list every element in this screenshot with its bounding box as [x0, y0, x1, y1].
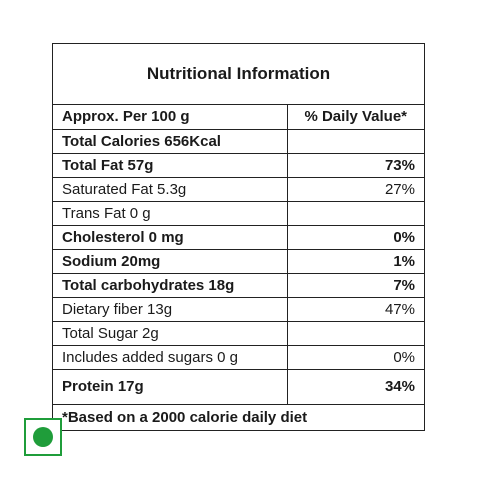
table-row: Total Fat 57g 73%	[53, 153, 424, 178]
row-label: Saturated Fat 5.3g	[53, 177, 288, 202]
row-value: 0%	[287, 345, 424, 370]
table-header-row: Approx. Per 100 g % Daily Value*	[53, 105, 424, 130]
row-label: Total Fat 57g	[53, 153, 288, 178]
table-row: Cholesterol 0 mg 0%	[53, 225, 424, 250]
table-row: Saturated Fat 5.3g 27%	[53, 177, 424, 202]
row-value: 7%	[287, 273, 424, 298]
nutrition-table: Approx. Per 100 g % Daily Value* Total C…	[53, 105, 424, 405]
table-row: Protein 17g 34%	[53, 369, 424, 405]
row-value: 27%	[287, 177, 424, 202]
row-label: Includes added sugars 0 g	[53, 345, 288, 370]
row-label: Trans Fat 0 g	[53, 201, 288, 226]
row-label: Cholesterol 0 mg	[53, 225, 288, 250]
row-label: Total Sugar 2g	[53, 321, 288, 346]
veg-dot-icon	[33, 427, 53, 447]
header-daily-value: % Daily Value*	[287, 105, 424, 130]
row-value	[287, 201, 424, 226]
row-value: 0%	[287, 225, 424, 250]
row-value	[287, 129, 424, 154]
table-row: Includes added sugars 0 g 0%	[53, 345, 424, 370]
table-row: Total Sugar 2g	[53, 321, 424, 346]
row-label: Sodium 20mg	[53, 249, 288, 274]
row-value: 73%	[287, 153, 424, 178]
table-row: Trans Fat 0 g	[53, 201, 424, 226]
row-value: 47%	[287, 297, 424, 322]
footnote: *Based on a 2000 calorie daily diet	[62, 408, 308, 426]
row-value: 34%	[287, 369, 424, 405]
row-label: Total carbohydrates 18g	[53, 273, 288, 298]
row-label: Dietary fiber 13g	[53, 297, 288, 322]
row-label: Protein 17g	[53, 369, 288, 405]
table-row: Total Calories 656Kcal	[53, 129, 424, 154]
nutrition-panel: Nutritional Information Approx. Per 100 …	[52, 43, 425, 431]
panel-title: Nutritional Information	[53, 44, 424, 105]
row-label: Total Calories 656Kcal	[53, 129, 288, 154]
table-row: Sodium 20mg 1%	[53, 249, 424, 274]
row-value: 1%	[287, 249, 424, 274]
row-value	[287, 321, 424, 346]
vegetarian-mark-icon	[24, 418, 62, 456]
table-row: Total carbohydrates 18g 7%	[53, 273, 424, 298]
table-row: Dietary fiber 13g 47%	[53, 297, 424, 322]
header-serving: Approx. Per 100 g	[53, 105, 288, 130]
